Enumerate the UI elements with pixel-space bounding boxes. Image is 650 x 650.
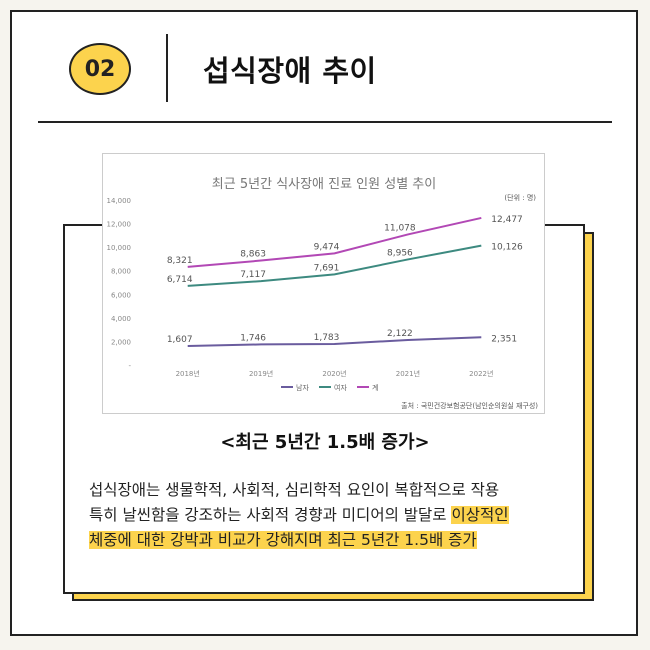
section-number-badge: 02	[69, 43, 131, 95]
header-divider	[166, 34, 168, 102]
body-line-1: 섭식장애는 생물학적, 사회적, 심리학적 요인이 복합적으로 작용	[89, 481, 500, 499]
series-line-2	[187, 216, 482, 268]
data-label: 7,691	[314, 263, 340, 273]
data-label: 10,126	[491, 243, 523, 253]
x-tick-label: 2018년	[176, 369, 200, 378]
y-tick-label: 4,000	[111, 315, 131, 323]
series-line-0	[187, 336, 482, 348]
header-rule	[38, 121, 612, 123]
data-label: 1,783	[314, 333, 340, 343]
y-tick-label: 2,000	[111, 338, 131, 346]
x-tick-label: 2022년	[469, 369, 493, 378]
y-tick-label: 8,000	[111, 268, 131, 276]
data-label: 2,122	[387, 329, 413, 339]
chart-unit: (단위 : 명)	[504, 193, 536, 202]
y-tick-label: 14,000	[107, 197, 132, 205]
legend-label-1: 여자	[334, 383, 347, 392]
y-tick-label: 6,000	[111, 291, 131, 299]
y-tick-label: -	[128, 362, 131, 370]
series-line-1	[187, 244, 482, 287]
body-highlight-2: 체중에 대한 강박과 비교가 강해지며 최근 5년간 1.5배 증가	[89, 531, 477, 549]
legend-label-0: 남자	[296, 383, 309, 392]
data-label: 1,607	[167, 335, 193, 345]
y-tick-label: 10,000	[107, 244, 132, 252]
data-label: 1,746	[240, 333, 266, 343]
chart-container: 최근 5년간 식사장애 진료 인원 성별 추이 (단위 : 명) - 2,000 4,0…	[102, 153, 545, 414]
chart-title: 최근 5년간 식사장애 진료 인원 성별 추이	[212, 177, 436, 192]
body-line-2: 특히 날씬함을 강조하는 사회적 경향과 미디어의 발달로 이상적인	[89, 503, 579, 528]
x-tick-label: 2020년	[322, 369, 346, 378]
body-text: 섭식장애는 생물학적, 사회적, 심리학적 요인이 복합적으로 작용 특히 날씬…	[89, 478, 579, 553]
data-label: 9,474	[314, 242, 340, 252]
data-label: 7,117	[240, 270, 266, 280]
data-label: 8,321	[167, 256, 193, 266]
section-title: 섭식장애 추이	[203, 54, 377, 88]
x-tick-label: 2021년	[396, 369, 420, 378]
data-label: 12,477	[491, 215, 523, 225]
body-highlight-1: 이상적인	[451, 506, 509, 524]
data-label: 11,078	[384, 223, 416, 233]
data-label: 6,714	[167, 275, 193, 285]
legend-label-2: 계	[372, 383, 378, 392]
data-label: 8,863	[240, 250, 266, 260]
x-tick-label: 2019년	[249, 369, 273, 378]
body-line-3: 체중에 대한 강박과 비교가 강해지며 최근 5년간 1.5배 증가	[89, 528, 579, 553]
data-label: 8,956	[387, 248, 413, 258]
y-tick-label: 12,000	[107, 221, 132, 229]
line-chart: 최근 5년간 식사장애 진료 인원 성별 추이 (단위 : 명) - 2,000 4,0…	[107, 177, 539, 410]
subheading: <최근 5년간 1.5배 증가>	[220, 432, 430, 453]
body-line-2-text: 특히 날씬함을 강조하는 사회적 경향과 미디어의 발달로	[89, 506, 452, 524]
data-label: 2,351	[491, 334, 517, 344]
chart-source: 출처 : 국민건강보험공단(남인순의원실 재구성)	[401, 401, 538, 410]
